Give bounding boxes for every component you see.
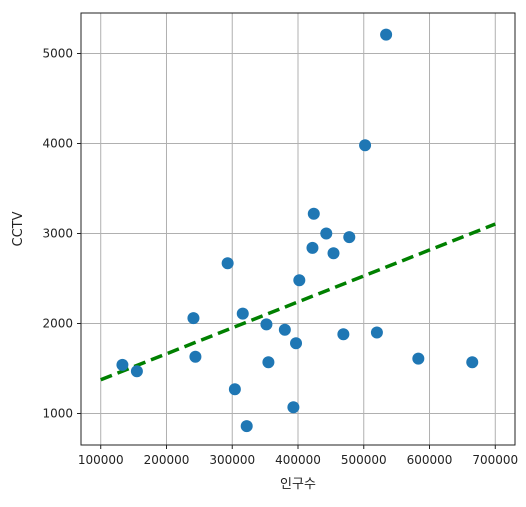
- data-point: [236, 307, 249, 320]
- data-point: [359, 139, 372, 152]
- data-point: [116, 358, 129, 371]
- data-point: [343, 231, 356, 244]
- data-point: [187, 312, 200, 325]
- data-point: [221, 257, 234, 270]
- data-point: [380, 28, 393, 41]
- x-axis-ticks: 100000 200000 300000 400000 500000 600000 7000…: [78, 445, 518, 467]
- data-point: [307, 207, 320, 220]
- grid-lines: [81, 13, 515, 445]
- x-tick-label: 400000: [275, 453, 321, 467]
- data-point: [287, 401, 300, 414]
- data-point: [189, 350, 202, 363]
- data-point: [130, 365, 143, 378]
- trend-line-group: [100, 222, 496, 382]
- data-point: [262, 356, 275, 369]
- data-point: [290, 337, 303, 350]
- data-point: [412, 352, 425, 365]
- y-tick-label: 1000: [42, 407, 73, 421]
- x-tick-label: 500000: [341, 453, 387, 467]
- data-point: [320, 227, 333, 240]
- data-point: [293, 274, 306, 287]
- x-tick-label: 700000: [472, 453, 518, 467]
- y-tick-label: 3000: [42, 227, 73, 241]
- data-point: [370, 326, 383, 339]
- data-point: [306, 241, 319, 254]
- scatter-points: [116, 28, 479, 433]
- x-tick-label: 300000: [209, 453, 255, 467]
- data-point: [240, 420, 253, 433]
- data-point: [228, 383, 241, 396]
- y-tick-label: 2000: [42, 317, 73, 331]
- x-tick-label: 100000: [78, 453, 124, 467]
- trend-line: [100, 222, 496, 382]
- y-axis-ticks: 1000 2000 3000 4000 5000: [42, 47, 81, 421]
- data-point: [337, 328, 350, 341]
- y-tick-label: 5000: [42, 47, 73, 61]
- x-axis-label: 인구수: [280, 477, 316, 492]
- data-point: [260, 318, 273, 331]
- data-point: [327, 247, 340, 260]
- data-point: [466, 356, 479, 369]
- data-point: [278, 323, 291, 336]
- x-tick-label: 200000: [144, 453, 190, 467]
- y-tick-label: 4000: [42, 137, 73, 151]
- y-axis-label: CCTV: [11, 211, 26, 246]
- x-tick-label: 600000: [407, 453, 453, 467]
